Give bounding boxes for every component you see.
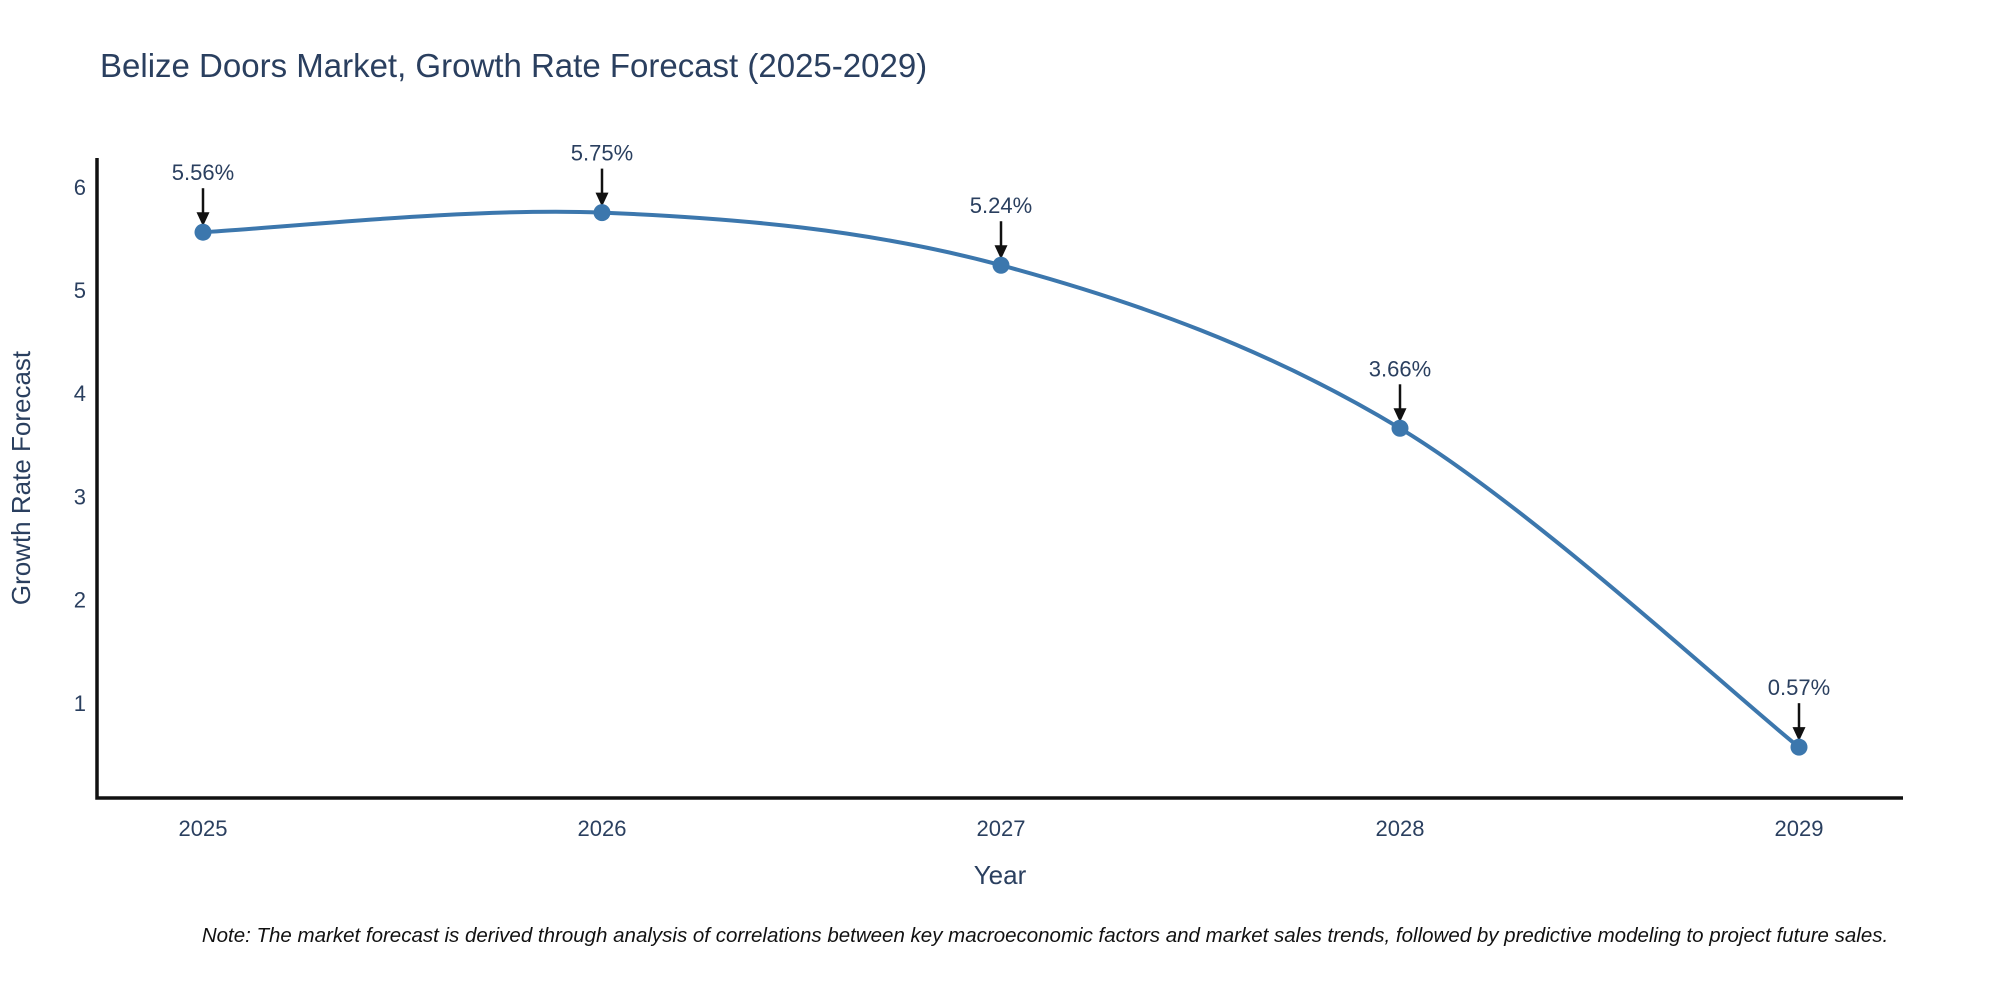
annotation-arrowhead — [994, 245, 1008, 260]
footnote: Note: The market forecast is derived thr… — [202, 924, 1888, 947]
point-label: 3.66% — [1369, 356, 1431, 381]
y-tick-label: 5 — [74, 278, 86, 303]
y-tick-label: 6 — [74, 175, 86, 200]
y-axis-title: Growth Rate Forecast — [6, 350, 36, 605]
y-tick-label: 1 — [74, 691, 86, 716]
point-label: 5.75% — [571, 141, 633, 166]
data-point-marker[interactable] — [194, 223, 212, 241]
x-tick-label: 2029 — [1775, 816, 1824, 841]
point-label: 5.24% — [970, 193, 1032, 218]
y-tick-label: 3 — [74, 484, 86, 509]
x-tick-label: 2027 — [977, 816, 1026, 841]
data-point-marker[interactable] — [1391, 419, 1409, 437]
axis-lines — [95, 158, 1903, 800]
point-label: 5.56% — [172, 160, 234, 185]
plot-area: 1 2 3 4 5 6 2025 2026 2027 2028 2029 5.56% 5.75% 5.24… — [74, 141, 1903, 841]
point-label: 0.57% — [1768, 675, 1830, 700]
x-tick-label: 2028 — [1376, 816, 1425, 841]
x-axis-title: Year — [974, 860, 1027, 890]
annotation-arrowhead — [1393, 408, 1407, 423]
annotation-arrowhead — [196, 212, 210, 227]
y-tick-label: 4 — [74, 381, 86, 406]
x-tick-label: 2026 — [578, 816, 627, 841]
data-point-marker[interactable] — [1790, 738, 1808, 756]
data-point-marker[interactable] — [593, 204, 611, 222]
annotation-arrowhead — [595, 192, 609, 207]
chart-title: Belize Doors Market, Growth Rate Forecas… — [100, 47, 927, 84]
annotation-arrowhead — [1792, 727, 1806, 742]
data-point-marker[interactable] — [992, 256, 1010, 274]
forecast-line — [202, 209, 1801, 749]
y-tick-label: 2 — [74, 588, 86, 613]
x-tick-label: 2025 — [179, 816, 228, 841]
